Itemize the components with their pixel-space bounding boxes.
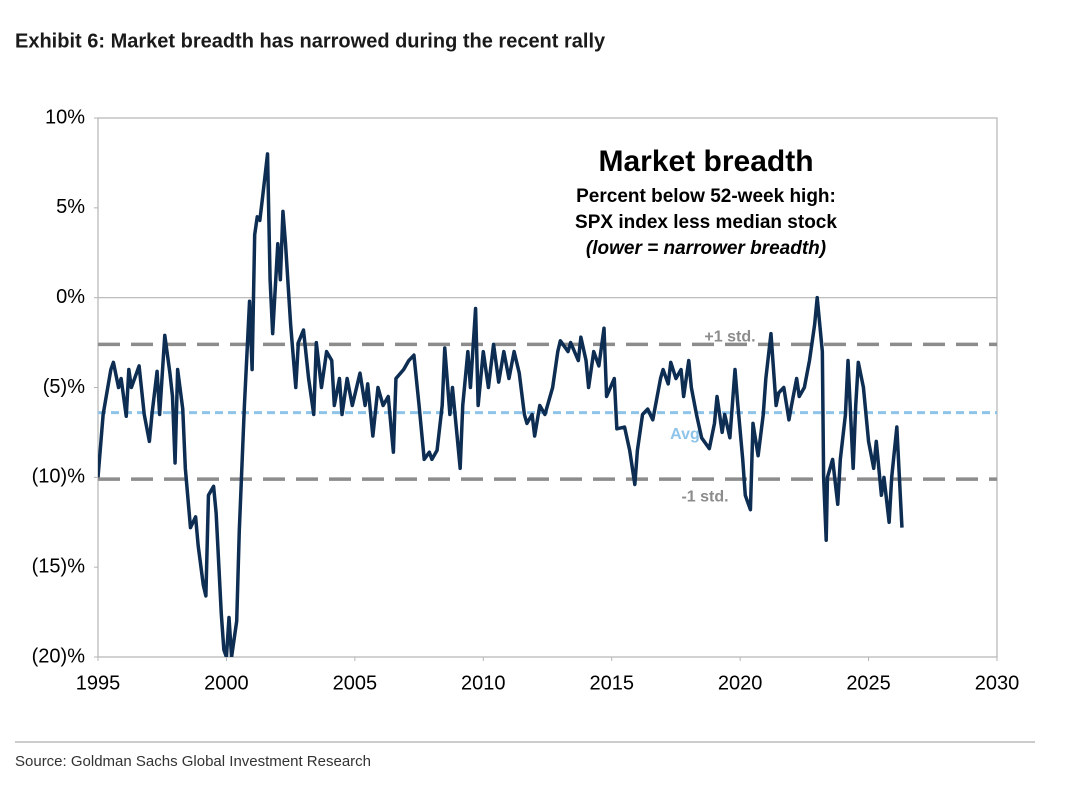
reference-label: Avg xyxy=(670,426,700,443)
x-tick-label: 2015 xyxy=(589,672,634,694)
y-tick-label: 10% xyxy=(45,106,85,128)
y-tick-label: 5% xyxy=(56,196,85,218)
annotation-line: (lower = narrower breadth) xyxy=(586,238,826,259)
reference-label: +1 std. xyxy=(704,329,755,346)
x-tick-label: 2005 xyxy=(333,672,378,694)
reference-label: -1 std. xyxy=(681,488,728,505)
source: Source: Goldman Sachs Global Investment … xyxy=(15,753,371,770)
y-tick-label: (20)% xyxy=(32,645,86,667)
annotation-title: Market breadth xyxy=(598,145,813,178)
x-tick-label: 1995 xyxy=(76,672,121,694)
x-tick-label: 2010 xyxy=(461,672,506,694)
y-tick-label: (15)% xyxy=(32,555,86,577)
data-line xyxy=(98,152,904,657)
annotation-line: Percent below 52-week high: xyxy=(576,186,836,207)
y-tick-label: (10)% xyxy=(32,466,86,488)
chart-title: Exhibit 6: Market breadth has narrowed d… xyxy=(15,30,606,52)
x-tick-label: 2025 xyxy=(846,672,891,694)
y-tick-label: (5)% xyxy=(43,376,85,398)
x-tick-label: 2030 xyxy=(975,672,1020,694)
x-tick-label: 2020 xyxy=(718,672,763,694)
x-tick-label: 2000 xyxy=(204,672,249,694)
y-tick-label: 0% xyxy=(56,286,85,308)
annotation-line: SPX index less median stock xyxy=(575,212,837,233)
